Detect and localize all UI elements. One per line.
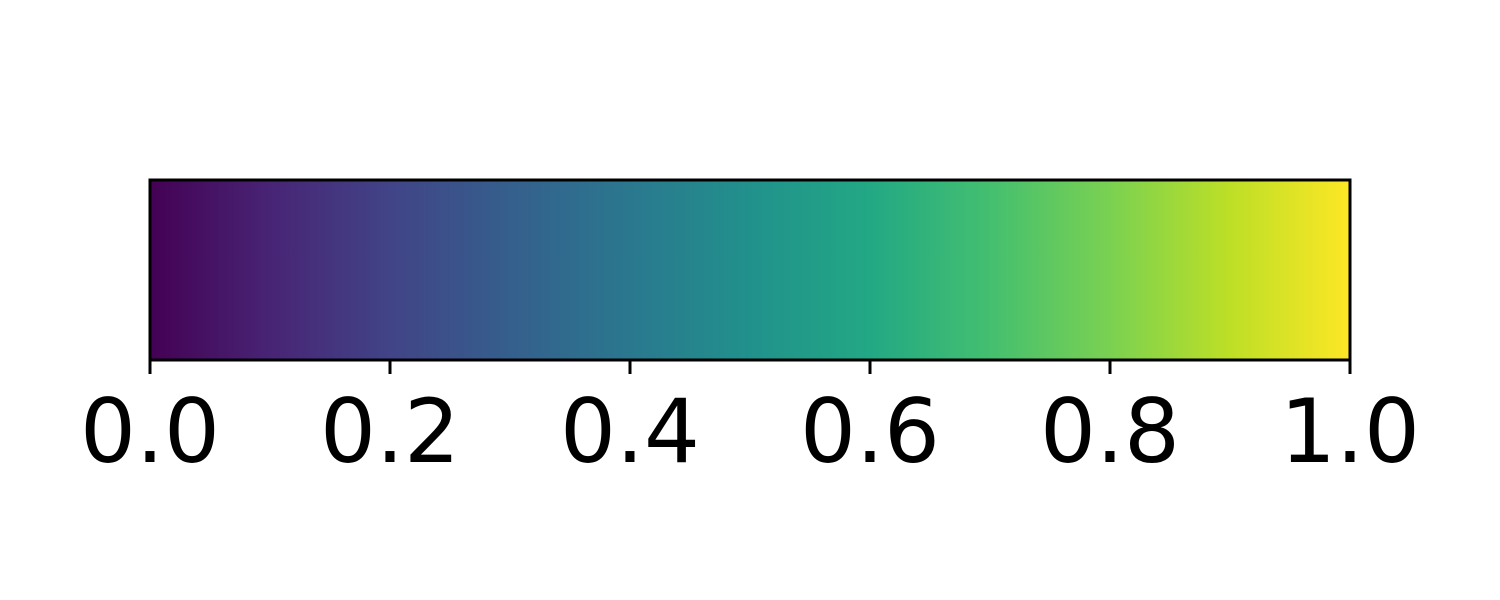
tick-label: 0.0 xyxy=(80,380,220,483)
tick-label: 0.4 xyxy=(560,380,700,483)
colorbar-ticks: 0.0 0.2 0.4 0.6 0.8 1.0 xyxy=(80,360,1420,483)
tick-label: 0.6 xyxy=(800,380,940,483)
tick-label: 0.2 xyxy=(320,380,460,483)
colorbar-gradient-bar xyxy=(150,180,1350,360)
tick-label: 0.8 xyxy=(1040,380,1180,483)
tick-label: 1.0 xyxy=(1280,380,1420,483)
colorbar-frame xyxy=(148,178,1352,362)
